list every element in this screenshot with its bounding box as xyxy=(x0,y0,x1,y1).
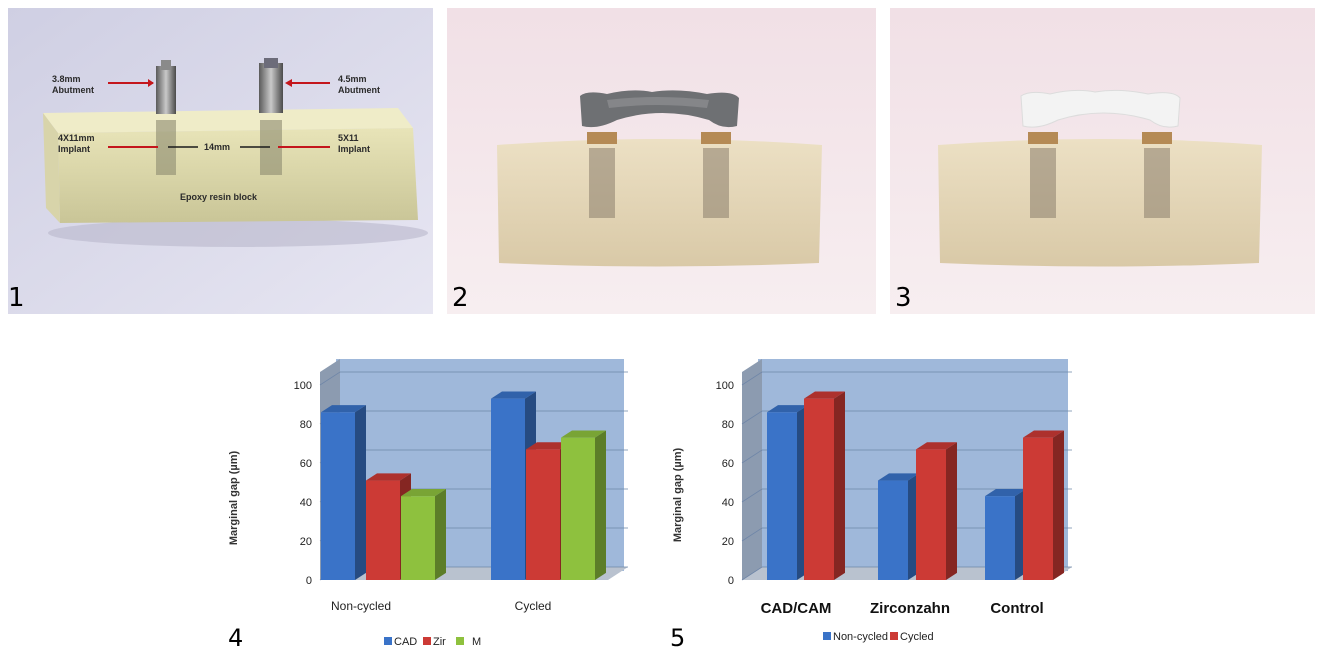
chart-5-gridline xyxy=(741,371,1072,386)
chart-4-bar-top xyxy=(561,430,606,438)
chart-5-bar xyxy=(1023,430,1064,580)
chart-4-bar-front xyxy=(526,449,560,580)
chart-5-legend-swatch-noncycled xyxy=(823,632,831,640)
photo-2-metal-framework xyxy=(447,8,876,314)
chart-5-gridline xyxy=(741,566,1072,581)
epoxy-block-label: Epoxy resin block xyxy=(180,192,258,202)
chart-4-legend-swatch-cad xyxy=(384,637,392,645)
chart-4-bar-front xyxy=(491,398,525,580)
chart-4-legend: CAD Zir M xyxy=(384,636,481,648)
chart-4-legend-swatch-zir xyxy=(423,637,431,645)
chart-5-bar-top xyxy=(804,391,845,399)
chart-4-legend-label-m: M xyxy=(472,636,481,648)
chart-5-y-tick-label: 20 xyxy=(722,536,734,548)
chart-4-category-label-1: Non-cycled xyxy=(331,599,391,613)
chart-4-y-tick-label: 0 xyxy=(306,575,312,587)
chart-5-y-tick-label: 60 xyxy=(722,458,734,470)
chart-5-bar xyxy=(985,489,1026,580)
chart-5-bar-top xyxy=(878,473,919,481)
chart-4-bar-front xyxy=(561,437,595,580)
chart-5-bar-front xyxy=(804,398,834,580)
abutment-right-word-label: Abutment xyxy=(338,85,380,95)
chart-4-bar-top xyxy=(491,391,536,399)
abutment-right-size-label: 4.5mm xyxy=(338,74,367,84)
chart-5-bar-front xyxy=(878,480,908,580)
chart-5-y-tick-label: 80 xyxy=(722,419,734,431)
chart-5-bar xyxy=(804,391,845,580)
chart-5-legend-label-noncycled: Non-cycled xyxy=(833,631,888,643)
chart-4-material-comparison: Marginal gap (µm) Non-cycled Cycled CAD … xyxy=(220,330,653,651)
implant-left-size-label: 4X11mm xyxy=(58,133,95,143)
chart-5-y-tick-label: 40 xyxy=(722,497,734,509)
distance-label: 14mm xyxy=(204,142,230,152)
chart-5-y-axis-label: Marginal gap (µm) xyxy=(672,447,684,542)
chart-4-y-tick-label: 100 xyxy=(294,380,312,392)
chart-5-legend-label-cycled: Cycled xyxy=(900,631,934,643)
chart-4-y-tick-label: 20 xyxy=(300,536,312,548)
panel-number-2: 2 xyxy=(452,283,469,313)
photo-1-implant-block: 3.8mm Abutment 4.5mm Abutment 4X11mm Imp… xyxy=(8,8,433,314)
chart-4-bar xyxy=(321,405,366,580)
chart-5-bar-front xyxy=(767,412,797,580)
panel-number-1: 1 xyxy=(8,283,25,313)
chart-5-bar xyxy=(878,473,919,580)
chart-5-category-label-1: CAD/CAM xyxy=(761,600,832,617)
chart-5-bar-front xyxy=(1023,437,1053,580)
chart-5-bar-front xyxy=(916,449,946,580)
chart-5-gridline xyxy=(741,488,1072,503)
chart-5-bar-top xyxy=(916,442,957,450)
chart-4-bar-front xyxy=(401,496,435,580)
chart-4-category-label-2: Cycled xyxy=(515,599,552,613)
chart-4-bar-top xyxy=(366,473,411,481)
chart-4-bar xyxy=(401,489,446,580)
chart-5-side-wall xyxy=(742,359,762,580)
chart-5-group-comparison: Marginal gap (µm) CAD/CAM Zirconzahn Con… xyxy=(666,330,1100,651)
chart-5-bar-front xyxy=(985,496,1015,580)
chart-5-bar-side xyxy=(834,391,845,580)
chart-5-category-label-3: Control xyxy=(990,600,1043,617)
chart-5-y-tick-label: 0 xyxy=(728,575,734,587)
chart-4-bar xyxy=(561,430,606,580)
chart-5-gridline xyxy=(741,527,1072,542)
chart-4-bar-side xyxy=(435,489,446,580)
chart-4-bar-top xyxy=(321,405,366,413)
chart-4-gridline xyxy=(319,371,628,386)
abutment-left-word-label: Abutment xyxy=(52,85,94,95)
chart-4-bar-side xyxy=(595,430,606,580)
chart-5-bar-top xyxy=(1023,430,1064,438)
photo-3-zirconia-framework xyxy=(890,8,1315,314)
chart-4-legend-swatch-m xyxy=(456,637,464,645)
chart-4-legend-label-cad: CAD xyxy=(394,636,417,648)
chart-4-bar-side xyxy=(355,405,366,580)
chart-5-bar-side xyxy=(946,442,957,580)
chart-5-gridline xyxy=(741,449,1072,464)
chart-5-bar xyxy=(767,405,808,580)
panel-number-3: 3 xyxy=(895,283,912,313)
implant-left-word-label: Implant xyxy=(58,144,90,154)
chart-5-y-tick-label: 100 xyxy=(716,380,734,392)
chart-5-bar xyxy=(916,442,957,580)
abutment-left-size-label: 3.8mm xyxy=(52,74,81,84)
chart-4-bar-top xyxy=(526,442,571,450)
chart-4-y-tick-label: 80 xyxy=(300,419,312,431)
chart-4-bar-top xyxy=(401,489,446,497)
chart-4-bar-front xyxy=(366,480,400,580)
chart-5-bar-top xyxy=(767,405,808,413)
chart-5-bar-side xyxy=(1053,430,1064,580)
chart-4-bar-front xyxy=(321,412,355,580)
implant-right-size-label: 5X11 xyxy=(338,133,359,143)
chart-5-category-label-2: Zirconzahn xyxy=(870,600,950,617)
chart-5-legend: Non-cycled Cycled xyxy=(823,631,934,643)
chart-4-legend-label-zir: Zir xyxy=(433,636,446,648)
panel-number-5: 5 xyxy=(670,624,686,652)
implant-right-word-label: Implant xyxy=(338,144,370,154)
chart-4-y-axis-label: Marginal gap (µm) xyxy=(228,450,240,545)
chart-5-legend-swatch-cycled xyxy=(890,632,898,640)
panel-number-4: 4 xyxy=(228,624,244,652)
chart-4-y-tick-label: 60 xyxy=(300,458,312,470)
chart-5-bar-top xyxy=(985,489,1026,497)
chart-4-y-tick-label: 40 xyxy=(300,497,312,509)
chart-5-gridline xyxy=(741,410,1072,425)
